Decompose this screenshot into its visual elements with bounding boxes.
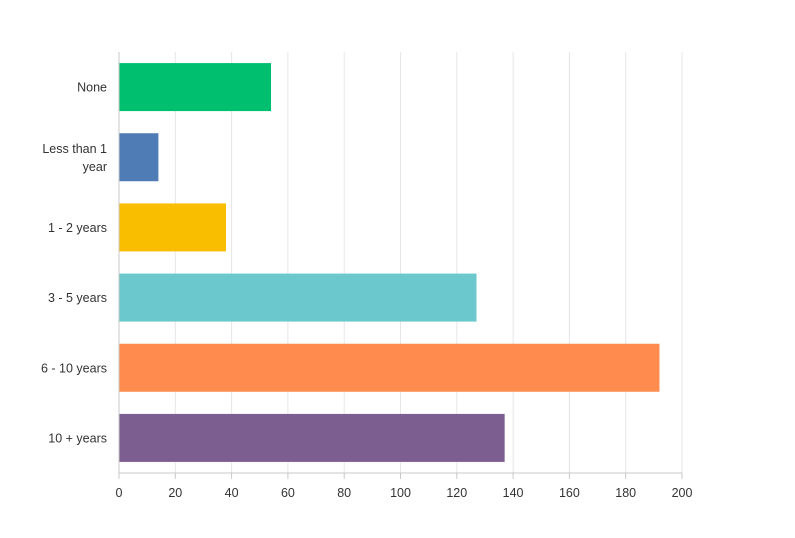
gridlines: [174, 52, 683, 473]
bar: [119, 203, 226, 252]
x-tick-label: 200: [672, 486, 693, 500]
x-tick-label: 100: [390, 486, 411, 500]
bar: [119, 343, 660, 392]
x-tick-label: 160: [559, 486, 580, 500]
x-tick-label: 60: [281, 486, 295, 500]
category-label: None: [77, 81, 107, 95]
category-label: 3 - 5 years: [48, 291, 107, 305]
category-label: year: [83, 160, 107, 174]
category-label: 1 - 2 years: [48, 221, 107, 235]
bar: [119, 133, 159, 182]
x-tick-label: 40: [225, 486, 239, 500]
x-tick-label: 140: [503, 486, 524, 500]
category-label: 6 - 10 years: [41, 361, 107, 375]
bar: [119, 413, 505, 462]
bar: [119, 273, 477, 322]
x-tick-label: 120: [446, 486, 467, 500]
y-axis-category-labels: None Less than 1 year 1 - 2 years 3 - 5 year…: [41, 81, 107, 446]
x-tick-label: 80: [337, 486, 351, 500]
x-tick-label: 20: [168, 486, 182, 500]
bar: [119, 63, 272, 112]
x-tick-label: 0: [116, 486, 123, 500]
x-tick-label: 180: [615, 486, 636, 500]
category-label: Less than 1: [42, 142, 107, 156]
x-axis-ticks: 0 20 40 60 80 100 120 140 160 180 200: [116, 473, 693, 500]
category-label: 10 + years: [48, 431, 107, 445]
bars: [119, 63, 660, 462]
